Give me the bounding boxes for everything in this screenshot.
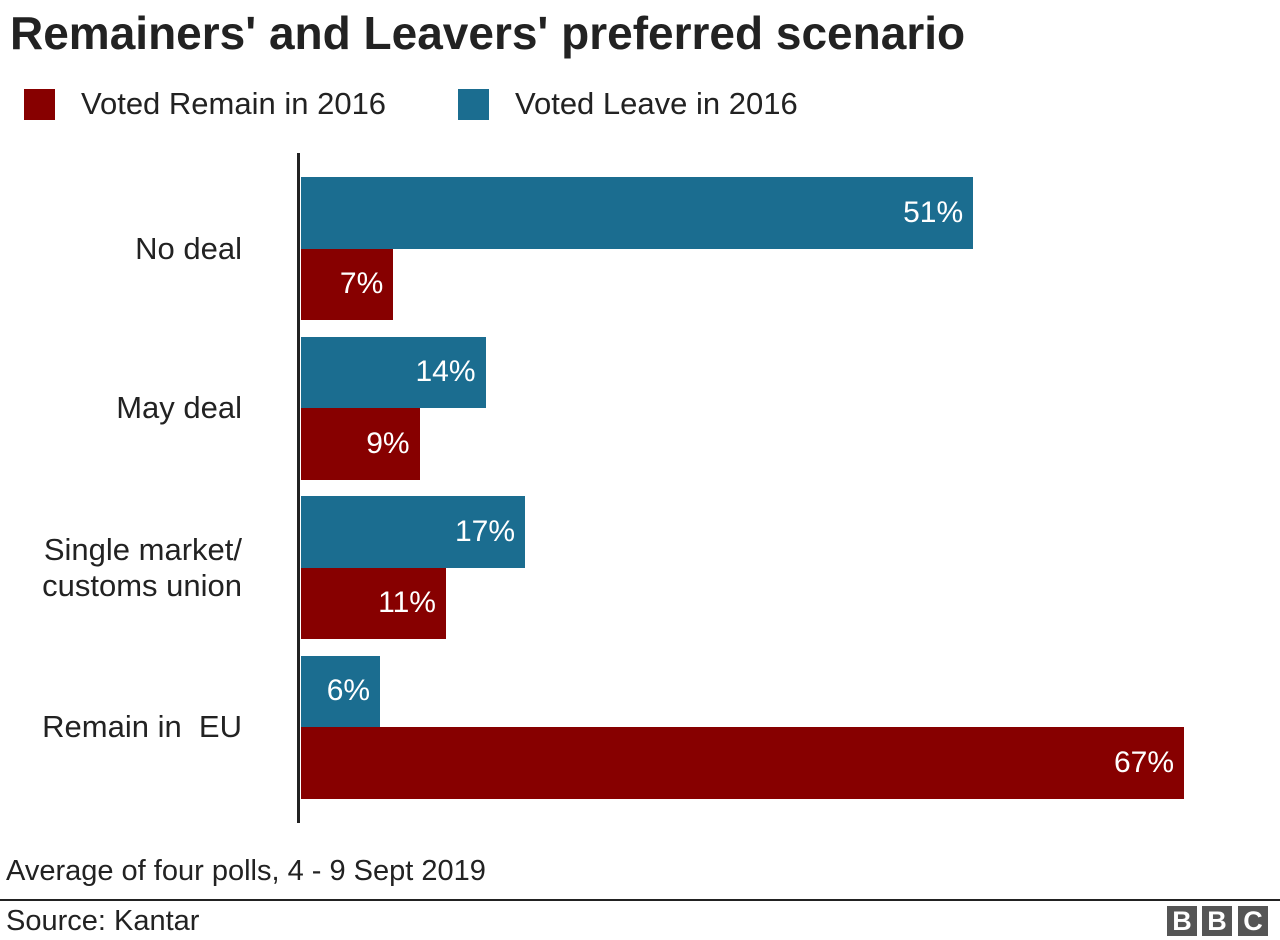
bbc-logo-b1: B [1167,906,1197,936]
legend-swatch [458,88,489,120]
data-label: 17% [455,514,516,548]
category-label: May deal [116,390,242,425]
data-label: 7% [339,267,384,301]
y-axis-line [297,153,300,823]
legend-item-remain: Voted Remain in 2016 [24,84,386,124]
data-label: 11% [378,586,436,620]
bar: 14% [301,336,486,408]
legend-item-leave: Voted Leave in 2016 [458,84,798,124]
bar: 51% [301,177,974,249]
bar: 67% [301,727,1185,799]
data-label: 14% [415,355,476,389]
divider [0,899,1280,901]
chart-title: Remainers' and Leavers' preferred scenar… [10,7,966,59]
bar: 6% [301,655,381,727]
legend-label: Voted Leave in 2016 [515,86,798,121]
data-label: 6% [326,674,371,708]
bar: 11% [301,567,446,639]
data-label: 67% [1114,745,1175,779]
data-label: 51% [903,195,964,229]
bbc-logo-c: C [1238,906,1268,936]
footnote: Average of four polls, 4 - 9 Sept 2019 [6,855,486,887]
bbc-logo-b2: B [1202,906,1232,936]
category-label: Remain in EU [42,709,242,744]
data-label: 9% [366,426,410,460]
bar: 7% [301,248,394,320]
category-label: No deal [135,230,242,266]
bar: 17% [301,496,526,568]
legend-label: Voted Remain in 2016 [81,86,387,121]
legend-swatch [24,88,55,120]
bar: 9% [301,408,420,480]
source: Source: Kantar [6,905,200,937]
category-label: Single market/ customs union [42,531,242,603]
